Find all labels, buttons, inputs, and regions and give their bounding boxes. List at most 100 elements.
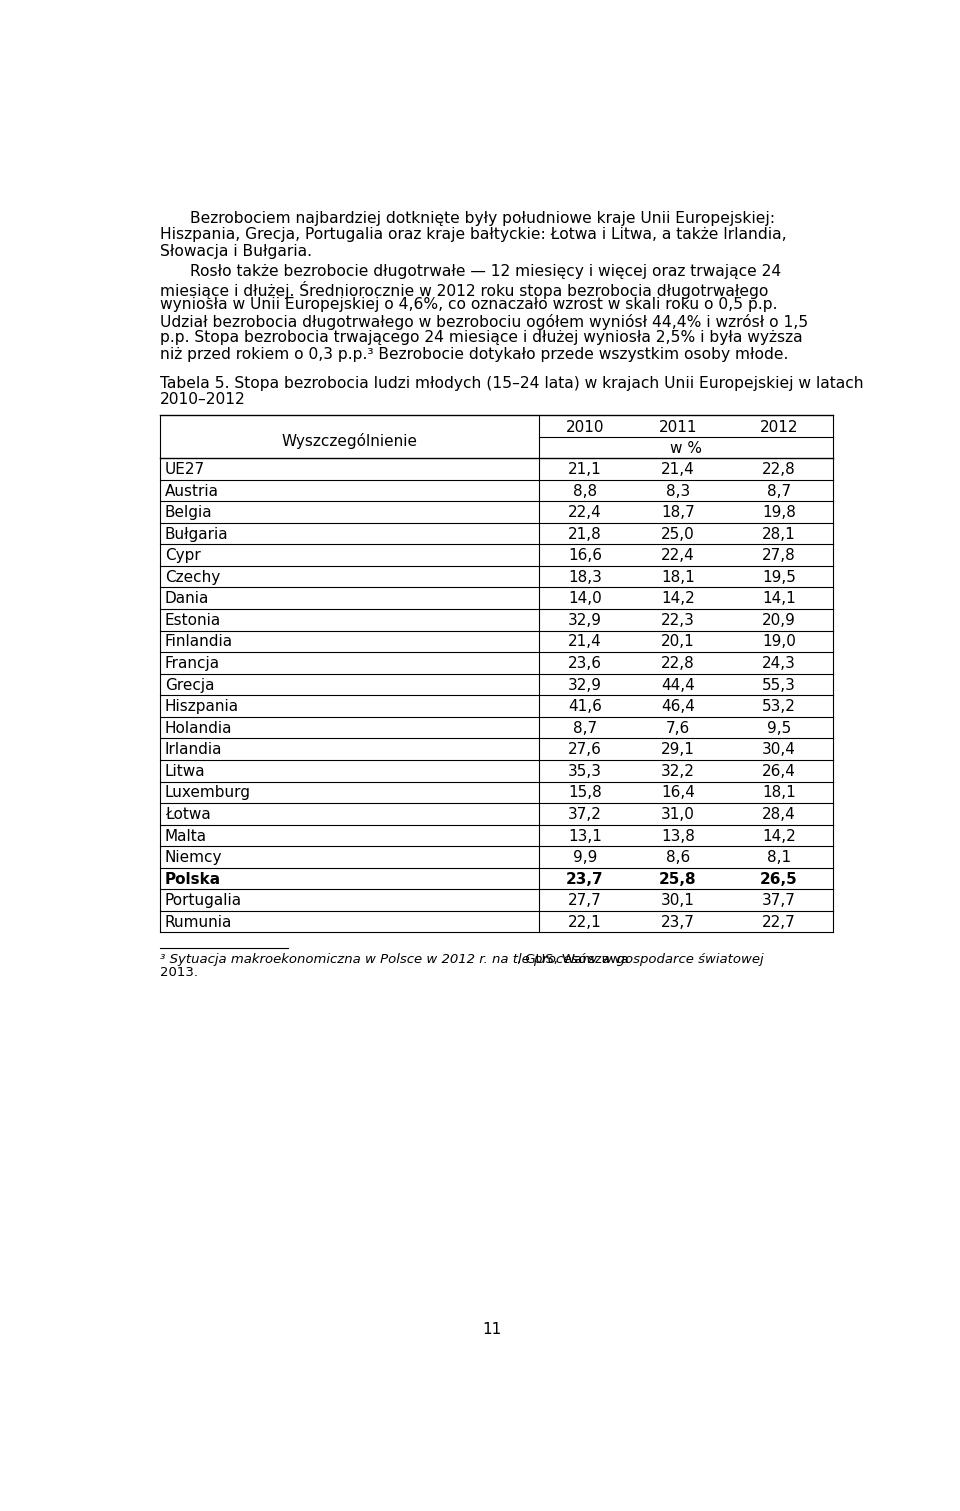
Text: 14,1: 14,1 bbox=[762, 591, 796, 606]
Text: , GUS, Warszawa: , GUS, Warszawa bbox=[517, 953, 629, 966]
Text: 46,4: 46,4 bbox=[661, 700, 695, 715]
Text: 18,3: 18,3 bbox=[568, 570, 602, 585]
Text: niż przed rokiem o 0,3 p.p.³ Bezrobocie dotykało przede wszystkim osoby młode.: niż przed rokiem o 0,3 p.p.³ Bezrobocie … bbox=[160, 348, 789, 361]
Text: Niemcy: Niemcy bbox=[165, 851, 223, 866]
Text: 15,8: 15,8 bbox=[568, 786, 602, 801]
Text: 18,7: 18,7 bbox=[661, 505, 695, 520]
Text: 23,6: 23,6 bbox=[568, 656, 602, 671]
Text: 21,4: 21,4 bbox=[661, 462, 695, 477]
Text: Irlandia: Irlandia bbox=[165, 742, 223, 757]
Text: Hiszpania: Hiszpania bbox=[165, 700, 239, 715]
Text: 22,7: 22,7 bbox=[762, 914, 796, 929]
Text: 2010–2012: 2010–2012 bbox=[160, 393, 246, 408]
Text: 26,5: 26,5 bbox=[760, 872, 798, 887]
Text: 22,4: 22,4 bbox=[661, 548, 695, 564]
Text: 8,1: 8,1 bbox=[767, 851, 791, 866]
Text: Austria: Austria bbox=[165, 484, 219, 499]
Text: Estonia: Estonia bbox=[165, 613, 221, 629]
Text: 14,2: 14,2 bbox=[762, 828, 796, 843]
Text: 55,3: 55,3 bbox=[762, 677, 796, 692]
Text: 25,0: 25,0 bbox=[661, 527, 695, 541]
Text: 8,7: 8,7 bbox=[767, 484, 791, 499]
Text: miesiące i dłużej. Średniorocznie w 2012 roku stopa bezrobocia długotrwałego: miesiące i dłużej. Średniorocznie w 2012… bbox=[160, 281, 769, 299]
Text: 21,8: 21,8 bbox=[568, 527, 602, 541]
Text: Grecja: Grecja bbox=[165, 677, 214, 692]
Text: 13,1: 13,1 bbox=[568, 828, 602, 843]
Text: 9,9: 9,9 bbox=[573, 851, 597, 866]
Text: 8,7: 8,7 bbox=[573, 721, 597, 736]
Text: 30,4: 30,4 bbox=[762, 742, 796, 757]
Text: 16,4: 16,4 bbox=[661, 786, 695, 801]
Text: 31,0: 31,0 bbox=[661, 807, 695, 822]
Text: 22,4: 22,4 bbox=[568, 505, 602, 520]
Text: 14,0: 14,0 bbox=[568, 591, 602, 606]
Text: 8,8: 8,8 bbox=[573, 484, 597, 499]
Text: 2010: 2010 bbox=[565, 420, 604, 435]
Text: 19,8: 19,8 bbox=[762, 505, 796, 520]
Text: 18,1: 18,1 bbox=[762, 786, 796, 801]
Text: Polska: Polska bbox=[165, 872, 221, 887]
Text: Litwa: Litwa bbox=[165, 765, 205, 778]
Text: 32,2: 32,2 bbox=[661, 765, 695, 778]
Text: 14,2: 14,2 bbox=[661, 591, 695, 606]
Text: 11: 11 bbox=[482, 1322, 502, 1337]
Text: 23,7: 23,7 bbox=[661, 914, 695, 929]
Text: Rosło także bezrobocie długotrwałe — 12 miesięcy i więcej oraz trwające 24: Rosło także bezrobocie długotrwałe — 12 … bbox=[190, 264, 781, 280]
Text: 18,1: 18,1 bbox=[661, 570, 695, 585]
Text: 22,8: 22,8 bbox=[762, 462, 796, 477]
Text: 26,4: 26,4 bbox=[762, 765, 796, 778]
Text: Dania: Dania bbox=[165, 591, 209, 606]
Text: Portugalia: Portugalia bbox=[165, 893, 242, 908]
Text: 35,3: 35,3 bbox=[568, 765, 602, 778]
Text: 27,6: 27,6 bbox=[568, 742, 602, 757]
Text: 20,9: 20,9 bbox=[762, 613, 796, 629]
Text: 22,3: 22,3 bbox=[661, 613, 695, 629]
Text: wyniosła w Unii Europejskiej o 4,6%, co oznaczało wzrost w skali roku o 0,5 p.p.: wyniosła w Unii Europejskiej o 4,6%, co … bbox=[160, 298, 778, 313]
Text: 2012: 2012 bbox=[759, 420, 798, 435]
Text: Łotwa: Łotwa bbox=[165, 807, 210, 822]
Text: 41,6: 41,6 bbox=[568, 700, 602, 715]
Text: 21,1: 21,1 bbox=[568, 462, 602, 477]
Text: Wyszczególnienie: Wyszczególnienie bbox=[281, 432, 418, 449]
Text: 29,1: 29,1 bbox=[661, 742, 695, 757]
Text: 24,3: 24,3 bbox=[762, 656, 796, 671]
Text: 44,4: 44,4 bbox=[661, 677, 695, 692]
Text: Udział bezrobocia długotrwałego w bezrobociu ogółem wyniósł 44,4% i wzrósł o 1,5: Udział bezrobocia długotrwałego w bezrob… bbox=[160, 314, 808, 329]
Text: Tabela 5. Stopa bezrobocia ludzi młodych (15–24 lata) w krajach Unii Europejskie: Tabela 5. Stopa bezrobocia ludzi młodych… bbox=[160, 376, 864, 391]
Text: 9,5: 9,5 bbox=[767, 721, 791, 736]
Text: 2013.: 2013. bbox=[160, 966, 199, 979]
Text: 19,5: 19,5 bbox=[762, 570, 796, 585]
Text: 27,8: 27,8 bbox=[762, 548, 796, 564]
Text: 23,7: 23,7 bbox=[566, 872, 604, 887]
Text: p.p. Stopa bezrobocia trwającego 24 miesiące i dłużej wyniosła 2,5% i była wyższ: p.p. Stopa bezrobocia trwającego 24 mies… bbox=[160, 331, 803, 346]
Text: Francja: Francja bbox=[165, 656, 220, 671]
Text: 8,3: 8,3 bbox=[666, 484, 690, 499]
Text: 8,6: 8,6 bbox=[666, 851, 690, 866]
Text: Hiszpania, Grecja, Portugalia oraz kraje bałtyckie: Łotwa i Litwa, a także Irlan: Hiszpania, Grecja, Portugalia oraz kraje… bbox=[160, 227, 787, 242]
Text: 2011: 2011 bbox=[659, 420, 697, 435]
Text: Holandia: Holandia bbox=[165, 721, 232, 736]
Text: 28,1: 28,1 bbox=[762, 527, 796, 541]
Text: 22,1: 22,1 bbox=[568, 914, 602, 929]
Text: Bezrobociem najbardziej dotknięte były południowe kraje Unii Europejskiej:: Bezrobociem najbardziej dotknięte były p… bbox=[190, 210, 775, 225]
Text: 13,8: 13,8 bbox=[661, 828, 695, 843]
Text: 37,2: 37,2 bbox=[568, 807, 602, 822]
Text: 21,4: 21,4 bbox=[568, 635, 602, 650]
Text: 16,6: 16,6 bbox=[568, 548, 602, 564]
Text: w %: w % bbox=[670, 441, 702, 456]
Text: Malta: Malta bbox=[165, 828, 207, 843]
Text: Cypr: Cypr bbox=[165, 548, 201, 564]
Text: 37,7: 37,7 bbox=[762, 893, 796, 908]
Text: 27,7: 27,7 bbox=[568, 893, 602, 908]
Text: 20,1: 20,1 bbox=[661, 635, 695, 650]
Text: 19,0: 19,0 bbox=[762, 635, 796, 650]
Text: 7,6: 7,6 bbox=[666, 721, 690, 736]
Text: 28,4: 28,4 bbox=[762, 807, 796, 822]
Text: Luxemburg: Luxemburg bbox=[165, 786, 251, 801]
Text: 32,9: 32,9 bbox=[568, 613, 602, 629]
Text: Czechy: Czechy bbox=[165, 570, 220, 585]
Text: 22,8: 22,8 bbox=[661, 656, 695, 671]
Text: Bułgaria: Bułgaria bbox=[165, 527, 228, 541]
Text: ³ Sytuacja makroekonomiczna w Polsce w 2012 r. na tle procesów w gospodarce świa: ³ Sytuacja makroekonomiczna w Polsce w 2… bbox=[160, 953, 764, 966]
Text: Słowacja i Bułgaria.: Słowacja i Bułgaria. bbox=[160, 243, 312, 258]
